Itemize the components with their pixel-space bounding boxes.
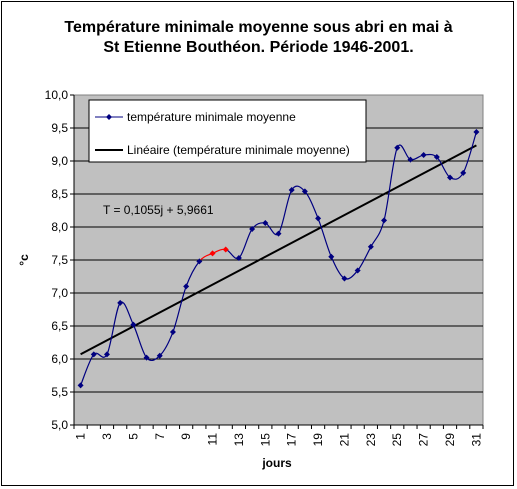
data-point-marker	[288, 187, 295, 194]
series-segment	[106, 302, 121, 355]
x-tick-label: 27	[417, 433, 431, 447]
data-point-marker	[420, 152, 427, 159]
data-point-marker	[222, 246, 229, 253]
data-point-marker	[315, 215, 322, 222]
x-tick-label: 19	[311, 433, 325, 447]
series-segment	[370, 220, 385, 248]
y-tick-label: 5,0	[51, 418, 68, 432]
data-point-marker	[183, 283, 190, 290]
data-point-marker	[235, 255, 242, 262]
data-point-marker	[447, 174, 454, 181]
legend-series-marker	[106, 114, 112, 120]
data-point-marker	[117, 299, 124, 306]
data-point-marker	[196, 258, 203, 265]
x-tick-label: 15	[258, 433, 272, 447]
series-segment	[383, 147, 398, 221]
x-tick-label: 3	[100, 433, 114, 440]
series-segment	[277, 189, 293, 234]
data-point-marker	[433, 154, 440, 161]
y-tick-label: 8,5	[51, 187, 68, 201]
data-point-marker	[301, 188, 308, 195]
x-tick-label: 5	[126, 433, 140, 440]
x-tick-label: 23	[364, 433, 378, 447]
y-tick-label: 6,0	[51, 352, 68, 366]
chart-title-line2: St Etienne Bouthéon. Période 1946-2001.	[103, 39, 414, 56]
data-point-marker	[249, 225, 256, 232]
x-tick-label: 21	[337, 433, 351, 447]
y-tick-label: 7,0	[51, 286, 68, 300]
data-point-marker	[328, 253, 335, 260]
data-point-marker	[103, 351, 110, 358]
data-point-marker	[381, 217, 388, 224]
x-tick-label: 7	[153, 433, 167, 440]
data-point-marker	[130, 321, 137, 328]
y-tick-label: 6,5	[51, 319, 68, 333]
y-axis: 5,0 5,5 6,0 6,5 7,0 7,5 8,0 8,5 9,0 9,5 10,0	[45, 88, 75, 432]
x-axis-label: jours	[261, 456, 292, 470]
data-point-marker	[460, 169, 467, 176]
y-tick-label: 9,5	[51, 121, 68, 135]
data-point-marker	[156, 352, 163, 359]
data-point-marker	[143, 354, 150, 361]
data-point-marker	[169, 328, 176, 335]
y-tick-label: 9,0	[51, 154, 68, 168]
legend: température minimale moyenne Linéaire (t…	[88, 99, 367, 163]
x-tick-label: 31	[469, 433, 483, 447]
series-segment	[317, 218, 332, 257]
y-tick-label: 10,0	[45, 88, 69, 102]
data-point-marker	[394, 144, 401, 151]
y-axis-label: °c	[17, 254, 31, 266]
data-point-marker	[367, 243, 374, 250]
trendline	[80, 144, 477, 356]
data-point-marker	[262, 220, 269, 227]
data-point-marker	[90, 351, 97, 358]
y-tick-label: 5,5	[51, 385, 68, 399]
legend-box	[88, 99, 367, 163]
x-tick-label: 13	[232, 433, 246, 447]
data-point-marker	[473, 128, 480, 135]
x-tick-label: 29	[443, 433, 457, 447]
data-series-group	[77, 128, 480, 389]
trendline-equation: T = 0,1055j + 5,9661	[103, 203, 214, 217]
data-point-marker	[341, 275, 348, 282]
data-point-marker	[407, 156, 414, 163]
x-axis: 1 3 5 7 9 11 13 15 17 19 21 23 25 27 29 31	[73, 424, 484, 447]
y-tick-label: 7,5	[51, 253, 68, 267]
data-point-marker	[77, 382, 84, 389]
y-tick-label: 8,0	[51, 220, 68, 234]
data-point-marker	[275, 230, 282, 237]
data-point-marker	[354, 267, 361, 274]
trendline-group	[80, 144, 477, 356]
legend-trend-label: Linéaire (température minimale moyenne)	[127, 143, 350, 157]
x-tick-label: 17	[285, 433, 299, 447]
series-segment	[172, 286, 187, 333]
x-tick-label: 9	[179, 433, 193, 440]
x-tick-label: 11	[206, 433, 220, 446]
data-point-marker	[209, 250, 216, 257]
chart-title-line1: Température minimale moyenne sous abri e…	[64, 19, 453, 36]
x-tick-label: 1	[74, 433, 88, 440]
legend-series-label: température minimale moyenne	[127, 110, 296, 124]
x-tick-label: 25	[390, 433, 404, 447]
